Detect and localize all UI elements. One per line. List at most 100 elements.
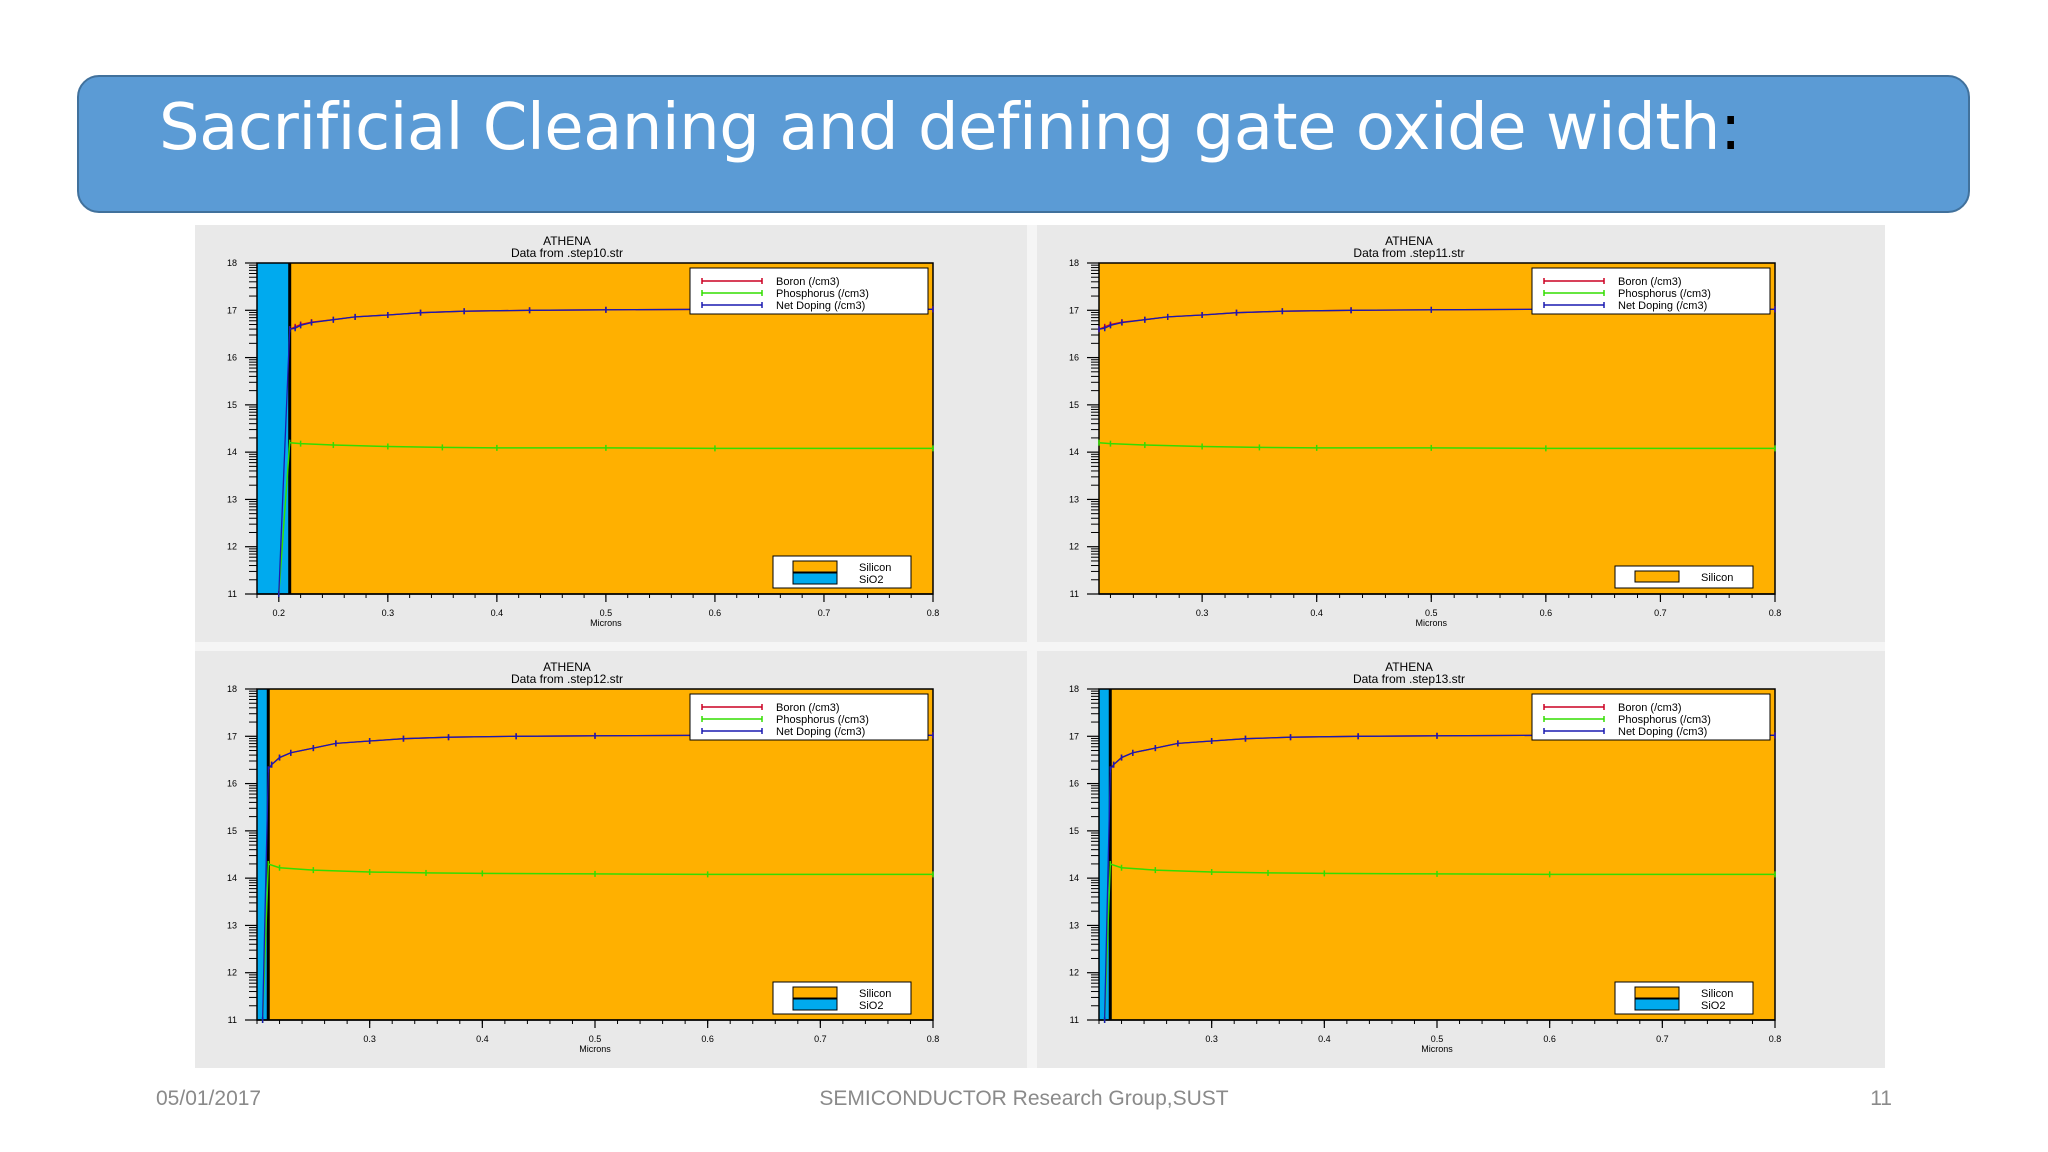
silicon-region [1099,689,1775,1020]
legend-label-boron: Boron (/cm3) [776,276,840,288]
y-tick-label: 18 [1069,258,1079,268]
legend-region-label-sio2: SiO2 [1701,1000,1725,1012]
legend-label-boron: Boron (/cm3) [1618,276,1682,288]
x-tick-label: 0.3 [1205,1034,1218,1044]
series-line-net-doping [1103,734,1775,1021]
y-tick-label: 16 [1069,353,1079,363]
x-axis-label: Microns [1416,618,1448,628]
y-tick-label: 16 [227,353,237,363]
series-line-phosphorus [278,441,933,595]
legend-region-swatch-silicon [1634,570,1680,583]
sio2-region [257,263,290,594]
chart-title: ATHENA [1385,234,1433,248]
legend-region-swatch-silicon [792,560,838,573]
slide-title-text: Sacrificial Cleaning and defining gate o… [159,91,1720,165]
x-tick-label: 0.7 [814,1034,827,1044]
x-tick-label: 0.8 [1769,608,1782,618]
y-tick-label: 12 [227,968,237,978]
y-tick-label: 16 [227,779,237,789]
legend-label-phosphorus: Phosphorus (/cm3) [776,288,869,300]
x-tick-label: 0.5 [1425,608,1438,618]
y-tick-label: 11 [1070,589,1079,599]
y-tick-label: 11 [228,589,237,599]
y-tick-label: 16 [1069,779,1079,789]
chart-subtitle: Data from .step12.str [511,672,623,686]
y-tick-label: 15 [1069,826,1079,836]
y-tick-label: 14 [227,873,237,883]
y-tick-label: 17 [227,305,237,315]
y-tick-label: 18 [227,684,237,694]
series-legend [1531,267,1771,315]
series-line-net-doping [278,308,933,595]
y-tick-label: 17 [227,731,237,741]
silicon-region [257,689,933,1020]
legend-region-swatch-sio2 [792,998,838,1011]
panel-separator-horizontal [195,642,1885,651]
x-tick-label: 0.4 [1310,608,1323,618]
y-tick-label: 17 [1069,305,1079,315]
series-line-phosphorus [1103,862,1775,1021]
x-axis-label: Microns [1421,1044,1453,1054]
x-tick-label: 0.7 [1654,608,1667,618]
footer-date: 05/01/2017 [156,1087,262,1110]
legend-label-boron: Boron (/cm3) [776,702,840,714]
x-tick-label: 0.5 [600,608,613,618]
y-tick-label: 12 [1069,968,1079,978]
legend-label-net-doping: Net Doping (/cm3) [776,726,865,738]
y-tick-label: 13 [227,494,237,504]
chart-subtitle: Data from .step11.str [1353,246,1464,260]
y-tick-label: 12 [227,542,237,552]
chart-subtitle: Data from .step13.str [1353,672,1465,686]
legend-label-phosphorus: Phosphorus (/cm3) [1618,288,1711,300]
x-tick-label: 0.3 [382,608,395,618]
chart-title: ATHENA [1385,660,1433,674]
x-tick-label: 0.8 [1769,1034,1782,1044]
x-tick-label: 0.6 [709,608,722,618]
legend-region-label-silicon: Silicon [859,562,891,574]
x-axis-label: Microns [579,1044,611,1054]
x-tick-label: 0.2 [273,608,286,618]
legend-region-label-sio2: SiO2 [859,1000,883,1012]
y-tick-label: 13 [1069,920,1079,930]
x-tick-label: 0.4 [1318,1034,1331,1044]
series-line-phosphorus [261,862,933,1021]
slide-title: Sacrificial Cleaning and defining gate o… [159,91,1741,165]
x-tick-label: 0.5 [589,1034,602,1044]
legend-label-phosphorus: Phosphorus (/cm3) [776,714,869,726]
y-tick-label: 12 [1069,542,1079,552]
y-tick-label: 13 [1069,494,1079,504]
footer-organization: SEMICONDUCTOR Research Group,SUST [819,1087,1229,1110]
x-tick-label: 0.6 [701,1034,714,1044]
x-tick-label: 0.8 [927,608,940,618]
plot-panels: ATHENA Data from .step10.str 11 12 13 14 15 16 1… [195,225,1885,1068]
legend-region-swatch-sio2 [792,572,838,585]
slide-title-colon: : [1719,91,1742,165]
series-legend [1531,693,1771,741]
x-tick-label: 0.8 [927,1034,940,1044]
legend-region-label-sio2: SiO2 [859,574,883,586]
x-tick-label: 0.4 [476,1034,489,1044]
y-tick-label: 13 [227,920,237,930]
legend-label-phosphorus: Phosphorus (/cm3) [1618,714,1711,726]
silicon-region [1099,263,1775,594]
y-tick-label: 11 [228,1015,237,1025]
sio2-region [1099,689,1111,1020]
legend-label-boron: Boron (/cm3) [1618,702,1682,714]
x-axis-label: Microns [590,618,622,628]
y-tick-label: 14 [1069,873,1079,883]
y-tick-label: 11 [1070,1015,1079,1025]
plots-svg: ATHENA Data from .step10.str 11 12 13 14 15 16 1… [195,225,1885,1068]
chart-subtitle: Data from .step10.str [511,246,623,260]
y-tick-label: 15 [1069,400,1079,410]
y-tick-label: 15 [227,826,237,836]
y-tick-label: 18 [227,258,237,268]
x-tick-label: 0.6 [1540,608,1553,618]
legend-region-swatch-sio2 [1634,998,1680,1011]
x-tick-label: 0.6 [1543,1034,1556,1044]
silicon-region [257,263,933,594]
legend-region-label-silicon: Silicon [1701,572,1733,584]
x-tick-label: 0.7 [818,608,831,618]
